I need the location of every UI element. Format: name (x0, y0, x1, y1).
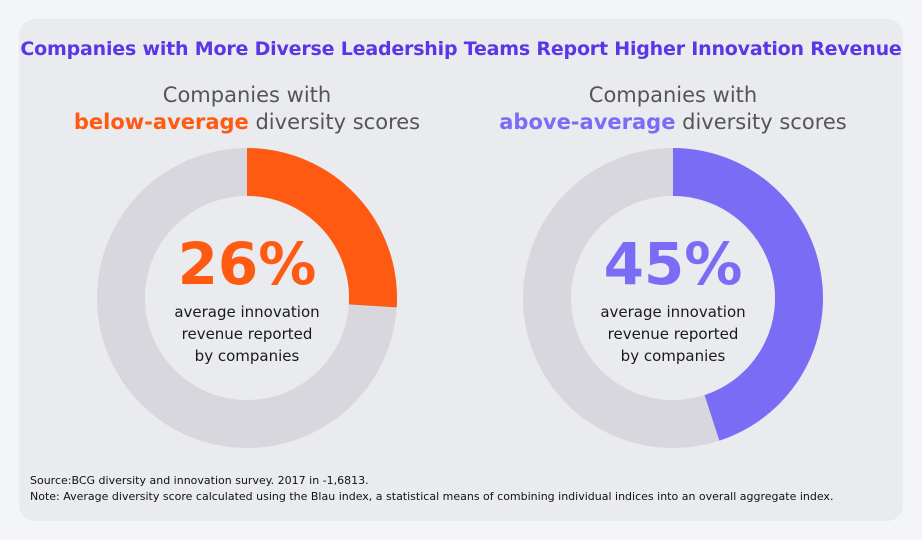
left-heading: Companies with below-average diversity s… (47, 82, 447, 136)
left-description-line2: revenue reported (181, 325, 313, 343)
donut-hole (571, 196, 775, 400)
right-percentage: 45% (603, 230, 743, 298)
right-description-line2: revenue reported (607, 325, 739, 343)
source-note: Source:BCG diversity and innovation surv… (30, 473, 900, 505)
donut-hole (145, 196, 349, 400)
left-description-line3: by companies (194, 347, 300, 365)
right-description-line3: by companies (620, 347, 726, 365)
right-description-line1: average innovation (600, 303, 746, 321)
donut-chart-above-average (523, 148, 823, 448)
left-percentage: 26% (177, 230, 317, 298)
right-heading: Companies with above-average diversity s… (473, 82, 873, 136)
right-heading-rest: diversity scores (675, 110, 847, 134)
left-heading-rest: diversity scores (248, 110, 421, 134)
donut-segment-above-average (673, 148, 823, 441)
source-line: Source:BCG diversity and innovation surv… (30, 474, 369, 487)
left-heading-line1: Companies with (162, 83, 332, 107)
right-heading-highlight: above-average (499, 110, 676, 134)
right-description: average innovation revenue reported by c… (523, 301, 823, 367)
right-heading-line1: Companies with (588, 83, 758, 107)
donut-segment-below-average (247, 148, 397, 308)
note-line: Note: Average diversity score calculated… (30, 490, 834, 503)
left-heading-highlight: below-average (73, 110, 249, 134)
donut-chart-below-average (97, 148, 397, 448)
left-description: average innovation revenue reported by c… (97, 301, 397, 367)
chart-title: Companies with More Diverse Leadership T… (20, 38, 902, 60)
left-description-line1: average innovation (174, 303, 320, 321)
